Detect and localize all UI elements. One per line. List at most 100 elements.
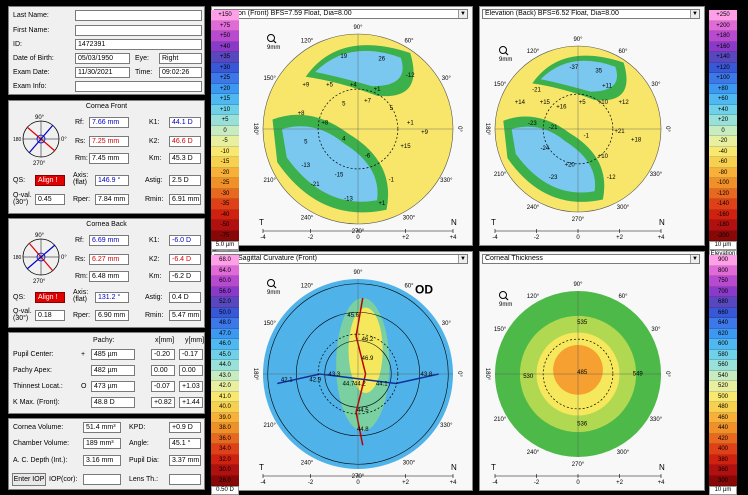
map-value: 43.3 (328, 372, 340, 378)
exam-info-field[interactable] (75, 81, 202, 92)
elevation-region-upper-core (315, 50, 403, 87)
zoom-icon[interactable] (267, 279, 275, 287)
x-axis-tick-label: -4 (260, 480, 266, 486)
chevron-down-icon[interactable]: ▼ (690, 255, 699, 263)
x-axis-tick-label: +2 (402, 480, 410, 486)
front-qval-field: 0.45 (35, 194, 65, 205)
first-name-field[interactable] (75, 25, 202, 36)
zoom-icon[interactable] (499, 46, 507, 54)
pachy-row-symbol: + (81, 351, 86, 358)
x-axis-tick-label: -4 (492, 235, 498, 241)
cornea-volume-label: Cornea Volume: (13, 424, 64, 431)
scale-cell: +10 (211, 104, 239, 115)
axial-curvature-plot[interactable]: 90°60°30°120°150°0°180°210°240°270°300°3… (212, 252, 474, 492)
map-value: 485 (577, 370, 588, 376)
volume-panel: Cornea Volume: 51.4 mm³ KPD: +0.9 D Cham… (8, 418, 205, 490)
front-rmin-field: 6.91 mm (169, 194, 201, 205)
compass-degree-label: 120° (301, 39, 314, 45)
chamber-volume-label: Chamber Volume: (13, 440, 70, 447)
map-value: -23 (528, 121, 537, 127)
pachy-row-value: 473 µm (91, 381, 135, 392)
pupil-circle (542, 338, 614, 410)
scale-cell: 32.0 (211, 454, 239, 465)
time-field[interactable]: 09:02:26 (159, 67, 202, 78)
elevation-back-plot[interactable]: 90° 60° 30° 120° 150° 0° 180° 210° 240° 270° 300° 3… (480, 7, 706, 247)
map-value: +21 (614, 129, 625, 135)
scale-cell: 42.0 (211, 381, 239, 392)
compass-degree-label: 60° (618, 294, 628, 300)
compass-degree-label: 30° (651, 82, 661, 88)
lens-th-label: Lens Th.: (129, 476, 159, 483)
scale-cell: -15 (211, 157, 239, 168)
back-qs-badge[interactable]: Align ! (35, 292, 65, 303)
lens-th-field[interactable] (169, 474, 201, 485)
dob-label: Date of Birth: (13, 55, 54, 62)
compass-degree-label: 120° (527, 49, 540, 55)
temporal-label: T (491, 463, 496, 472)
compass-degree-label: 240° (301, 215, 314, 221)
scale-cell: -100 (709, 178, 737, 189)
front-km-field: 45.3 D (169, 153, 201, 164)
scale-cell: 30.0 (211, 465, 239, 476)
exam-date-field[interactable]: 11/30/2021 (75, 67, 130, 78)
back-rf-field: 6.69 mm (89, 235, 129, 246)
enter-iop-button[interactable]: Enter IOP (12, 473, 46, 486)
chevron-down-icon[interactable]: ▼ (458, 255, 467, 263)
map-value: +1 (407, 120, 415, 126)
zoom-icon[interactable] (499, 291, 507, 299)
compass-degree-label: 330° (440, 423, 453, 429)
pachy-row-y: +1.44 (179, 397, 203, 408)
chevron-down-icon[interactable]: ▼ (458, 10, 467, 18)
map-value: 4 (342, 136, 346, 142)
map-value: +5 (579, 100, 587, 106)
zoom-icon[interactable] (267, 34, 275, 42)
scale-cell: +180 (709, 31, 737, 42)
scale-cell: 56.0 (211, 286, 239, 297)
scale-cell: -25 (211, 178, 239, 189)
corneal-thickness-plot[interactable]: 90° 60° 30° 120° 150° 0° 180° 210° 240° 270° 300° 3… (480, 252, 706, 492)
last-name-field[interactable] (75, 10, 202, 21)
x-axis-tick-label: -2 (308, 235, 314, 241)
compass-degree-label: 300° (617, 205, 630, 211)
scale-cell: 60.0 (211, 276, 239, 287)
map-value: -13 (344, 196, 353, 202)
nasal-label: N (451, 463, 457, 472)
elevation-back-title[interactable]: Elevation (Back) BFS=6.52 Float, Dia=8.0… (482, 9, 700, 19)
scale-cell: -40 (709, 146, 737, 157)
front-compass-bottom: 270° (33, 161, 46, 167)
last-name-label: Last Name: (13, 12, 49, 19)
scale-cell: 800 (709, 265, 737, 276)
id-field[interactable]: 1472391 (75, 39, 202, 50)
compass-degree-label: 150° (263, 76, 276, 82)
corneal-thickness-title[interactable]: Corneal Thickness ▼ (482, 254, 700, 264)
back-rper-field: 6.90 mm (95, 310, 129, 321)
chevron-down-icon[interactable]: ▼ (690, 10, 699, 18)
iop-cor-field[interactable] (83, 474, 121, 485)
scale-cell: +160 (709, 41, 737, 52)
back-rs-label: Rs: (75, 256, 86, 263)
scale-cell: +20 (709, 115, 737, 126)
front-axis-field: 146.9 ° (95, 175, 129, 186)
back-k2-label: K2: (149, 256, 160, 263)
scale-cell: -5 (211, 136, 239, 147)
scale-cell: 0 (211, 125, 239, 136)
first-name-label: First Name: (13, 27, 50, 34)
map-value: +14 (515, 100, 526, 106)
zoom-icon-handle (505, 52, 509, 56)
compass-degree-label: 60° (404, 284, 414, 290)
back-astig-label: Astig: (145, 294, 163, 301)
back-qs-label: QS: (13, 294, 26, 301)
pachy-row-symbol: O (81, 383, 87, 390)
pupil-circle (542, 93, 614, 165)
front-qs-badge[interactable]: Align ! (35, 175, 65, 186)
zoom-mm-label: 9mm (267, 290, 280, 296)
dob-field[interactable]: 05/03/1950 (75, 53, 130, 64)
angle-field: 45.1 ° (169, 438, 201, 449)
map-value: +15 (540, 100, 551, 106)
map-value: 19 (340, 54, 347, 60)
compass-degree-label: 120° (301, 284, 314, 290)
eye-field[interactable]: Right (159, 53, 202, 64)
elevation-front-plot[interactable]: 90°60°30°120°150°0°180°210°240°270°300°3… (212, 7, 474, 247)
cornea-back-title: Cornea Back (86, 221, 127, 228)
front-rf-label: Rf: (75, 119, 84, 126)
